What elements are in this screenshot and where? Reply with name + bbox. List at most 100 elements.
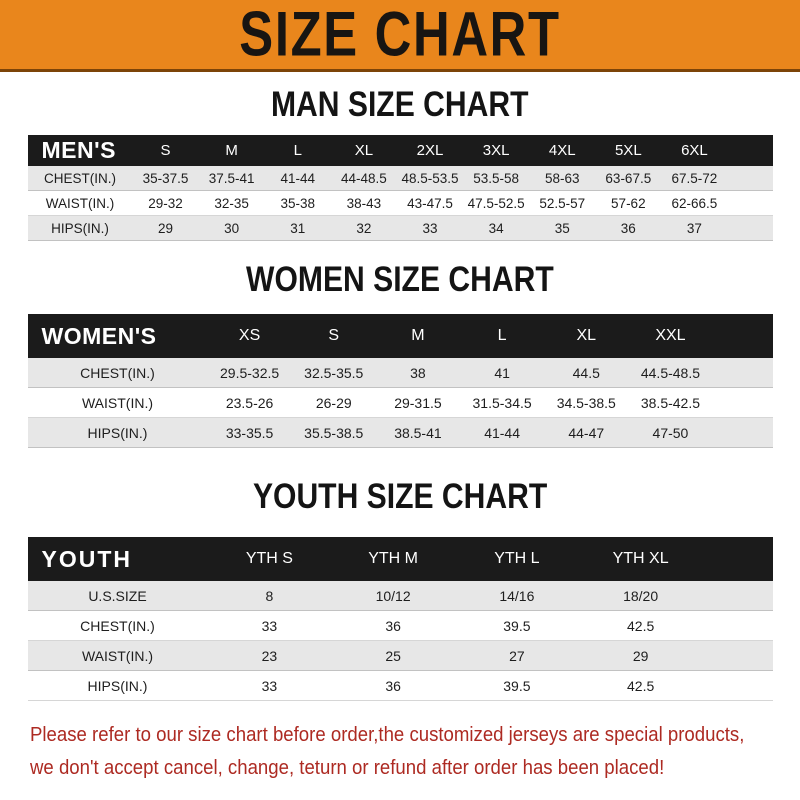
youth-table-title: YOUTH (41, 545, 132, 572)
size-value-cell: 29.5-32.5 (220, 364, 280, 381)
size-value-cell: 52.5-57 (539, 195, 586, 211)
size-column-header: M (411, 327, 425, 344)
size-value-cell: 37 (686, 220, 702, 236)
size-value-cell: 63-67.5 (605, 170, 652, 186)
youth-size-table: YOUTH YTH S YTH M YTH L YTH XL U.S.SIZE … (27, 537, 773, 701)
size-column-header: 5XL (614, 142, 642, 159)
size-value-cell: 42.5 (627, 617, 655, 634)
size-value-cell: 23.5-26 (225, 394, 274, 411)
size-column-header: YTH M (368, 550, 419, 567)
size-value-cell: 32 (356, 220, 372, 236)
size-value-cell: 33 (261, 617, 278, 634)
row-label: CHEST(IN.) (44, 170, 116, 186)
men-table-title: MEN'S (41, 137, 116, 163)
row-label: HIPS(IN.) (87, 424, 148, 441)
size-value-cell: 34.5-38.5 (556, 394, 616, 411)
women-table-header: WOMEN'S XS S M L XL XXL (27, 314, 773, 358)
table-row: CHEST(IN.) 35-37.5 37.5-41 41-44 44-48.5… (27, 166, 773, 191)
row-label: CHEST(IN.) (80, 364, 155, 381)
banner-title: SIZE CHART (239, 0, 561, 70)
youth-table-header: YOUTH YTH S YTH M YTH L YTH XL (27, 537, 773, 581)
size-column-header: 3XL (482, 142, 510, 159)
size-value-cell: 33 (422, 220, 438, 236)
size-value-cell: 38.5-41 (394, 424, 442, 441)
size-value-cell: 44.5-48.5 (640, 364, 701, 381)
table-row: WAIST(IN.) 23.5-26 26-29 29-31.5 31.5-34… (27, 388, 773, 418)
women-section-heading: WOMEN SIZE CHART (0, 260, 800, 299)
size-value-cell: 38 (410, 364, 426, 381)
size-value-cell: 31 (290, 220, 306, 236)
women-section-heading-text: WOMEN SIZE CHART (246, 260, 554, 299)
size-value-cell: 36 (385, 617, 401, 634)
size-value-cell: 26-29 (315, 394, 352, 411)
size-value-cell: 53.5-58 (473, 170, 519, 186)
size-value-cell: 35-37.5 (142, 170, 189, 186)
row-label: HIPS(IN.) (87, 677, 148, 694)
row-label: WAIST(IN.) (81, 647, 154, 664)
size-value-cell: 44-48.5 (340, 170, 387, 186)
row-label: WAIST(IN.) (45, 195, 115, 211)
size-value-cell: 37.5-41 (208, 170, 255, 186)
size-value-cell: 41 (494, 364, 510, 381)
size-value-cell: 39.5 (503, 677, 531, 694)
size-column-header: S (160, 142, 171, 159)
row-label: CHEST(IN.) (80, 617, 155, 634)
size-value-cell: 8 (265, 587, 274, 604)
size-column-header: YTH XL (612, 550, 669, 567)
size-value-cell: 67.5-72 (671, 170, 718, 186)
row-label: U.S.SIZE (88, 587, 147, 604)
size-value-cell: 33-35.5 (225, 424, 274, 441)
size-value-cell: 25 (385, 647, 401, 664)
size-column-header: 2XL (416, 142, 444, 159)
size-value-cell: 43-47.5 (407, 195, 453, 211)
size-value-cell: 29-31.5 (394, 394, 442, 411)
table-row: HIPS(IN.) 33-35.5 35.5-38.5 38.5-41 41-4… (27, 418, 773, 448)
size-value-cell: 32-35 (214, 195, 249, 211)
size-value-cell: 14/16 (499, 587, 535, 604)
men-table-header: MEN'S S M L XL 2XL 3XL 4XL 5XL 6XL (27, 135, 773, 166)
size-value-cell: 41-44 (280, 170, 316, 186)
women-size-table: WOMEN'S XS S M L XL XXL CHEST(IN.) 29.5-… (27, 314, 773, 448)
size-value-cell: 32.5-35.5 (304, 364, 364, 381)
youth-section-heading-text: YOUTH SIZE CHART (252, 477, 548, 516)
size-column-header: 4XL (548, 142, 576, 159)
table-row: WAIST(IN.) 23 25 27 29 (27, 641, 773, 671)
row-label: HIPS(IN.) (51, 220, 109, 236)
table-row: CHEST(IN.) 33 36 39.5 42.5 (27, 611, 773, 641)
table-row: U.S.SIZE 8 10/12 14/16 18/20 (27, 581, 773, 611)
size-value-cell: 62-66.5 (671, 195, 718, 211)
men-section-heading-text: MAN SIZE CHART (271, 85, 529, 124)
size-value-cell: 30 (224, 220, 240, 236)
size-value-cell: 23 (261, 647, 278, 664)
size-value-cell: 10/12 (375, 587, 411, 604)
size-value-cell: 36 (385, 677, 401, 694)
men-section-heading: MAN SIZE CHART (0, 85, 800, 124)
size-value-cell: 27 (509, 647, 525, 664)
size-value-cell: 35-38 (280, 195, 316, 211)
size-value-cell: 35 (554, 220, 570, 236)
size-column-header: XL (576, 327, 597, 344)
size-value-cell: 44.5 (572, 364, 600, 381)
size-value-cell: 29-32 (148, 195, 183, 211)
size-value-cell: 29 (632, 647, 649, 664)
women-table-title: WOMEN'S (41, 322, 157, 349)
table-row: WAIST(IN.) 29-32 32-35 35-38 38-43 43-47… (27, 191, 773, 216)
size-column-header: S (328, 327, 340, 344)
size-column-header: L (497, 327, 507, 344)
size-value-cell: 47-50 (652, 424, 689, 441)
size-column-header: YTH L (494, 550, 540, 567)
order-disclaimer: Please refer to our size chart before or… (0, 719, 800, 785)
size-value-cell: 44-47 (568, 424, 605, 441)
size-column-header: M (225, 142, 238, 159)
size-value-cell: 47.5-52.5 (467, 195, 525, 211)
size-column-header: XS (238, 327, 261, 344)
size-value-cell: 38-43 (346, 195, 382, 211)
size-column-header: 6XL (681, 142, 708, 159)
size-chart-banner: SIZE CHART (0, 0, 800, 72)
table-row: CHEST(IN.) 29.5-32.5 32.5-35.5 38 41 44.… (27, 358, 773, 388)
size-value-cell: 36 (620, 220, 636, 236)
size-value-cell: 57-62 (611, 195, 646, 211)
row-label: WAIST(IN.) (81, 394, 154, 411)
disclaimer-line-2: we don't accept cancel, change, teturn o… (30, 757, 665, 779)
men-size-table: MEN'S S M L XL 2XL 3XL 4XL 5XL 6XL CHEST… (27, 135, 773, 241)
